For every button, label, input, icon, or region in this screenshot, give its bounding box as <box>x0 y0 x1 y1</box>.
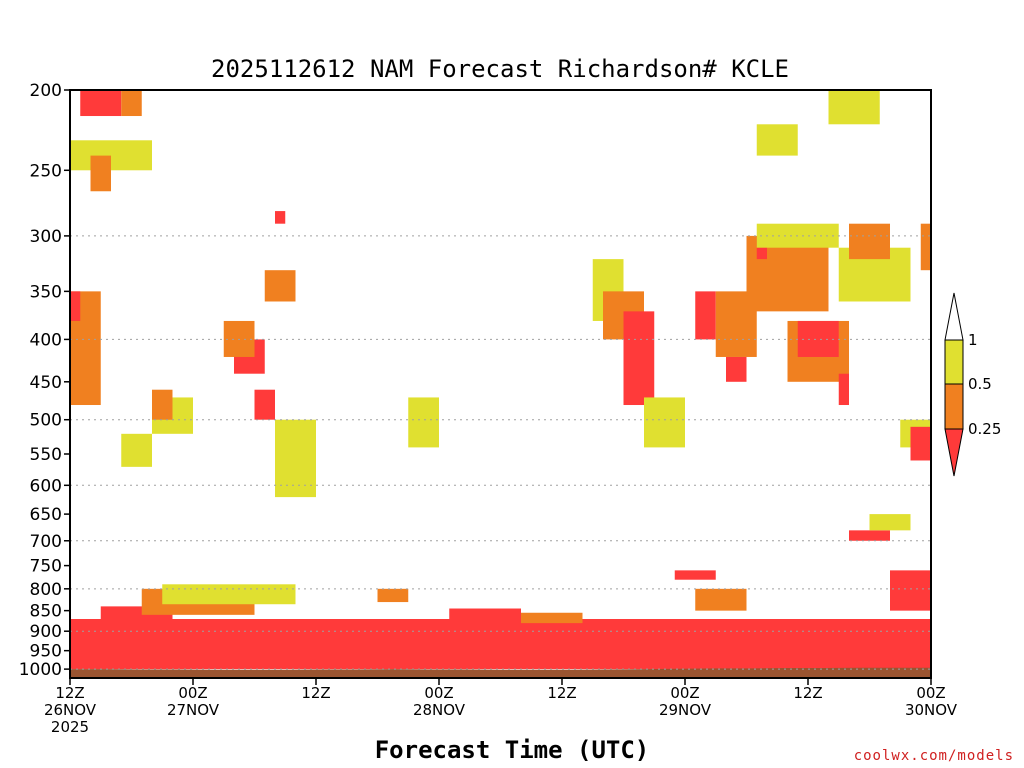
x-tick-label-0-2: 2025 <box>51 718 89 736</box>
ri-region-18 <box>152 389 173 420</box>
legend-bin-05-1 <box>944 339 964 385</box>
y-tick-label-350: 350 <box>30 282 62 302</box>
chart-title: 2025112612 NAM Forecast Richardson# KCLE <box>211 55 789 83</box>
ri-region-12 <box>70 291 81 321</box>
y-tick-label-200: 200 <box>30 81 62 101</box>
ri-region-5 <box>377 588 409 603</box>
ri-region-38 <box>797 320 839 357</box>
ri-region-45 <box>828 90 880 125</box>
ri-region-30 <box>644 397 685 448</box>
ri-region-42 <box>920 223 931 271</box>
ri-region-24 <box>264 270 296 302</box>
legend-bin-gt1 <box>944 292 964 341</box>
ri-region-22 <box>254 389 275 420</box>
legend-bin-lt025 <box>944 428 964 477</box>
ri-region-10 <box>890 570 931 611</box>
ri-region-23 <box>275 419 316 498</box>
y-tick-label-500: 500 <box>30 411 62 431</box>
x-tick-label-84-1: 30NOV <box>905 701 958 719</box>
y-tick-label-600: 600 <box>30 476 62 496</box>
y-tick-label-750: 750 <box>30 557 62 577</box>
legend-label-2: 0.25 <box>968 420 1001 438</box>
x-tick-label-12-0: 00Z <box>178 684 207 702</box>
y-tick-label-1000: 1000 <box>19 660 62 680</box>
ri-region-8 <box>674 570 716 580</box>
x-tick-label-60-0: 00Z <box>670 684 699 702</box>
ri-region-47 <box>910 426 931 461</box>
x-tick-label-60-1: 29NOV <box>659 701 712 719</box>
ri-region-40 <box>849 223 890 260</box>
x-tick-label-84-0: 00Z <box>916 684 945 702</box>
ri-region-48 <box>849 530 890 541</box>
y-tick-label-850: 850 <box>30 602 62 622</box>
x-tick-label-36-0: 00Z <box>424 684 453 702</box>
site-credit: coolwx.com/models <box>854 748 1014 764</box>
ri-region-41 <box>838 373 849 406</box>
legend-label-0: 1 <box>968 331 978 349</box>
plot-frame <box>69 89 932 679</box>
y-tick-label-700: 700 <box>30 532 62 552</box>
y-tick-label-650: 650 <box>30 505 62 525</box>
x-tick-label-36-1: 28NOV <box>413 701 466 719</box>
ri-region-0 <box>70 619 931 670</box>
y-tick-label-950: 950 <box>30 642 62 662</box>
legend: 1 0.5 0.25 <box>944 292 1001 477</box>
x-tick-label-48-0: 12Z <box>547 684 576 702</box>
ri-region-31 <box>695 291 716 340</box>
x-tick-label-12-1: 27NOV <box>167 701 220 719</box>
y-tick-label-300: 300 <box>30 227 62 247</box>
plot-area <box>70 90 931 678</box>
ri-region-49 <box>869 514 911 531</box>
ri-region-6 <box>449 608 521 620</box>
ri-region-33 <box>726 356 747 382</box>
ri-region-43 <box>756 124 798 156</box>
y-tick-label-800: 800 <box>30 580 62 600</box>
legend-bin-025-05 <box>944 383 964 430</box>
x-axis-label: Forecast Time (UTC) <box>375 736 650 764</box>
ri-region-13 <box>80 90 122 117</box>
y-tick-label-550: 550 <box>30 445 62 465</box>
ri-region-19 <box>121 433 152 467</box>
x-tick-label-72-0: 12Z <box>793 684 822 702</box>
y-tick-label-250: 250 <box>30 161 62 181</box>
x-tick-label-0-1: 26NOV <box>44 701 97 719</box>
ri-region-4 <box>162 584 296 605</box>
x-tick-label-24-0: 12Z <box>301 684 330 702</box>
ri-region-14 <box>121 90 142 117</box>
ri-region-16 <box>90 155 111 192</box>
ri-region-7 <box>521 612 583 624</box>
ground-surface <box>70 667 931 678</box>
y-tick-label-450: 450 <box>30 373 62 393</box>
ri-region-25 <box>275 211 286 224</box>
ri-region-9 <box>695 588 747 611</box>
legend-label-1: 0.5 <box>968 375 992 393</box>
y-tick-label-900: 900 <box>30 622 62 642</box>
ri-region-26 <box>408 397 439 448</box>
y-tick-label-400: 400 <box>30 330 62 350</box>
y-axis: 200 250 300 350 400 450 500 550 600 650 700 750 8008… <box>19 81 70 680</box>
x-tick-label-0-0: 12Z <box>55 684 84 702</box>
ri-region-29 <box>623 311 655 406</box>
